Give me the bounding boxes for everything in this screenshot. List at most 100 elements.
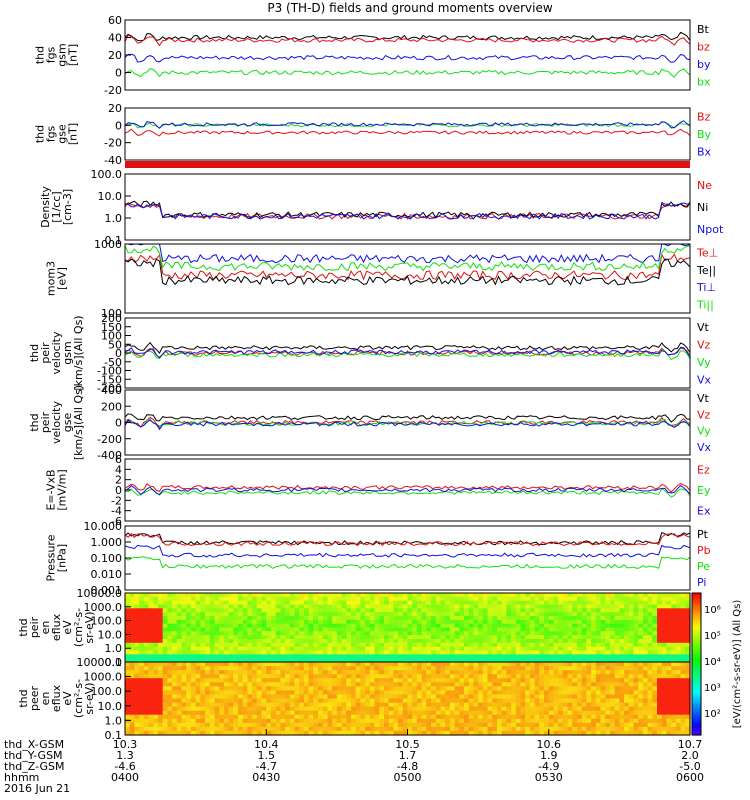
spectrogram-cell xyxy=(162,694,168,700)
spectrogram-cell xyxy=(525,635,531,640)
spectrogram-cell xyxy=(153,596,159,602)
spectrogram-cell xyxy=(205,631,211,636)
spectrogram-cell xyxy=(346,593,352,598)
spectrogram-cell xyxy=(167,604,173,609)
spectrogram-cell xyxy=(449,710,456,716)
spectrogram-cell xyxy=(346,612,352,617)
spectrogram-cell xyxy=(275,710,281,716)
spectrogram-cell xyxy=(205,642,211,648)
spectrogram-cell xyxy=(657,593,663,598)
spectrogram-cell xyxy=(167,706,173,712)
spectrogram-cell xyxy=(671,714,677,720)
spectrogram-cell xyxy=(558,678,564,683)
spectrogram-cell xyxy=(242,678,248,683)
spectrogram-cell xyxy=(266,710,272,716)
spectrogram-cell xyxy=(628,670,635,675)
spectrogram-cell xyxy=(129,722,135,728)
spectrogram-cell xyxy=(200,706,206,712)
spectrogram-cell xyxy=(431,666,437,671)
spectrogram-cell xyxy=(398,642,404,648)
spectrogram-cell xyxy=(214,631,220,636)
spectrogram-cell xyxy=(369,710,376,716)
spectrogram-cell xyxy=(143,654,150,659)
spectrogram-cell xyxy=(473,666,479,671)
spectrogram-cell xyxy=(435,662,442,667)
spectrogram-cell xyxy=(209,714,216,720)
spectrogram-cell xyxy=(318,612,324,617)
spectrogram-cell xyxy=(619,623,625,629)
x-axis-row-label: thd_Y-GSM xyxy=(4,749,63,762)
spectrogram-cell xyxy=(661,722,668,728)
spectrogram-cell xyxy=(407,730,413,736)
spectrogram-cell xyxy=(280,646,286,652)
spectrogram-cell xyxy=(487,666,493,671)
spectrogram-cell xyxy=(473,690,479,696)
spectrogram-cell xyxy=(553,690,559,696)
spectrogram-cell xyxy=(680,596,686,602)
spectrogram-cell xyxy=(520,635,526,640)
y-axis-label: eV xyxy=(61,620,74,635)
spectrogram-cell xyxy=(294,694,300,700)
spectrogram-cell xyxy=(619,730,625,736)
spectrogram-cell xyxy=(680,666,686,671)
spectrogram-cell xyxy=(318,623,324,629)
spectrogram-cell xyxy=(393,635,399,640)
spectrogram-cell xyxy=(680,710,686,716)
spectrogram-cell xyxy=(322,654,329,659)
spectrogram-cell xyxy=(581,616,587,621)
spectrogram-cell xyxy=(539,646,545,652)
spectrogram-cell xyxy=(271,593,277,598)
spectrogram-cell xyxy=(308,600,314,606)
spectrogram-cell xyxy=(167,694,173,700)
y-axis-label: velocity xyxy=(50,331,63,374)
spectrogram-cell xyxy=(294,702,300,708)
colorbar-tick: 10³ xyxy=(704,683,721,694)
spectrogram-cell xyxy=(158,639,164,644)
spectrogram-cell xyxy=(336,631,343,636)
spectrogram-cell xyxy=(539,694,545,700)
spectrogram-cell xyxy=(492,623,498,629)
spectrogram-cell xyxy=(238,627,244,632)
spectrogram-cell xyxy=(271,623,277,629)
spectrogram-cell xyxy=(661,593,668,598)
spectrogram-cell xyxy=(318,694,324,700)
spectrogram-cell xyxy=(675,593,682,598)
spectrogram-cell xyxy=(529,654,536,659)
spectrogram-cell xyxy=(195,604,201,609)
spectrogram-cell xyxy=(139,702,145,708)
spectrogram-cell xyxy=(360,678,366,683)
spectrogram-cell xyxy=(435,698,442,704)
spectrogram-cell xyxy=(398,596,404,602)
spectrogram-cell xyxy=(558,646,564,652)
spectrogram-cell xyxy=(336,650,343,655)
spectrogram-cell xyxy=(619,654,625,659)
spectrogram-cell xyxy=(271,627,277,632)
spectrogram-cell xyxy=(341,600,347,606)
series-line-Ez xyxy=(124,482,691,493)
spectrogram-cell xyxy=(534,666,540,671)
spectrogram-cell xyxy=(440,706,446,712)
y-axis-label: thd xyxy=(28,413,41,431)
spectrogram-cell xyxy=(162,678,168,683)
spectrogram-cell xyxy=(558,619,564,625)
spectrogram-cell xyxy=(242,730,248,736)
spectrogram-cell xyxy=(539,619,545,625)
spectrogram-cell xyxy=(398,714,404,720)
spectrogram-cell xyxy=(289,608,296,613)
spectrogram-cell xyxy=(322,616,329,621)
spectrogram-cell xyxy=(525,612,531,617)
spectrogram-cell xyxy=(139,726,145,732)
spectrogram-cell xyxy=(252,710,258,716)
spectrogram-cell xyxy=(172,604,178,609)
spectrogram-cell xyxy=(591,627,597,632)
spectrogram-cell xyxy=(412,710,418,716)
spectrogram-cell xyxy=(412,650,418,655)
spectrogram-cell xyxy=(501,678,507,683)
spectrogram-cell xyxy=(666,631,672,636)
spectrogram-cell xyxy=(167,710,173,716)
spectrogram-cell xyxy=(369,702,376,708)
spectrogram-cell xyxy=(624,674,630,679)
spectrogram-cell xyxy=(223,596,230,602)
spectrogram-cell xyxy=(125,627,131,632)
spectrogram-cell xyxy=(605,600,611,606)
